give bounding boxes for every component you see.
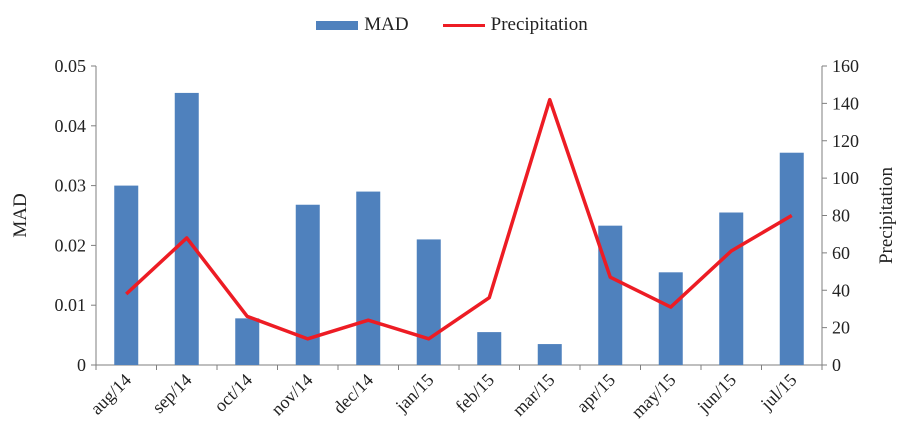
x-tick-label: nov/14	[267, 370, 317, 420]
legend-swatch-mad	[316, 20, 359, 30]
bar-mad-jan-15	[416, 239, 441, 365]
right-tick-label: 80	[832, 206, 850, 226]
x-tick-label: dec/14	[329, 370, 377, 418]
x-tick-label: aug/14	[86, 370, 135, 419]
bar-mad-feb-15	[477, 332, 502, 365]
left-tick-label: 0.04	[55, 116, 87, 136]
y-axis-title: MAD	[10, 193, 31, 237]
bar-mad-aug-14	[114, 185, 139, 365]
bar-mad-jun-15	[719, 212, 744, 365]
right-tick-label: 100	[832, 168, 859, 188]
legend: MAD Precipitation	[0, 12, 904, 38]
left-tick-label: 0	[77, 355, 86, 375]
bar-mad-sep-14	[174, 92, 199, 365]
bar-mad-jul-15	[779, 152, 804, 365]
x-tick-label: sep/14	[148, 370, 195, 417]
left-tick-label: 0.02	[55, 235, 87, 255]
left-tick-label: 0.01	[55, 295, 87, 315]
left-tick-label: 0.05	[55, 56, 87, 76]
x-tick-label: jun/15	[693, 370, 740, 417]
y2-axis-title: Precipitation	[876, 166, 897, 264]
legend-label-precipitation: Precipitation	[490, 14, 588, 35]
x-tick-label: may/15	[627, 370, 679, 422]
right-tick-label: 40	[832, 280, 850, 300]
x-tick-label: jul/15	[756, 370, 801, 415]
x-tick-label: feb/15	[451, 370, 498, 417]
legend-label-mad: MAD	[364, 14, 409, 35]
line-precipitation	[125, 97, 793, 341]
right-tick-label: 140	[832, 93, 859, 113]
right-tick-label: 120	[832, 131, 859, 151]
right-tick-label: 20	[832, 318, 850, 338]
legend-item-precipitation: Precipitation	[442, 14, 588, 36]
x-tick-label: oct/14	[210, 370, 256, 416]
bar-mad-mar-15	[537, 344, 562, 365]
x-tick-label: apr/15	[572, 370, 619, 417]
x-tick-label: mar/15	[508, 370, 558, 420]
bar-mad-nov-14	[295, 204, 320, 365]
x-tick-label: jan/15	[391, 370, 438, 417]
legend-item-mad: MAD	[316, 14, 409, 36]
right-tick-label: 160	[832, 56, 859, 76]
right-tick-label: 60	[832, 243, 850, 263]
bar-mad-dec-14	[356, 191, 381, 365]
legend-swatch-precipitation	[442, 23, 485, 27]
right-tick-label: 0	[832, 355, 841, 375]
bar-mad-apr-15	[598, 225, 623, 365]
left-tick-label: 0.03	[55, 176, 87, 196]
bar-mad-may-15	[658, 272, 683, 365]
bar-mad-oct-14	[235, 318, 260, 365]
